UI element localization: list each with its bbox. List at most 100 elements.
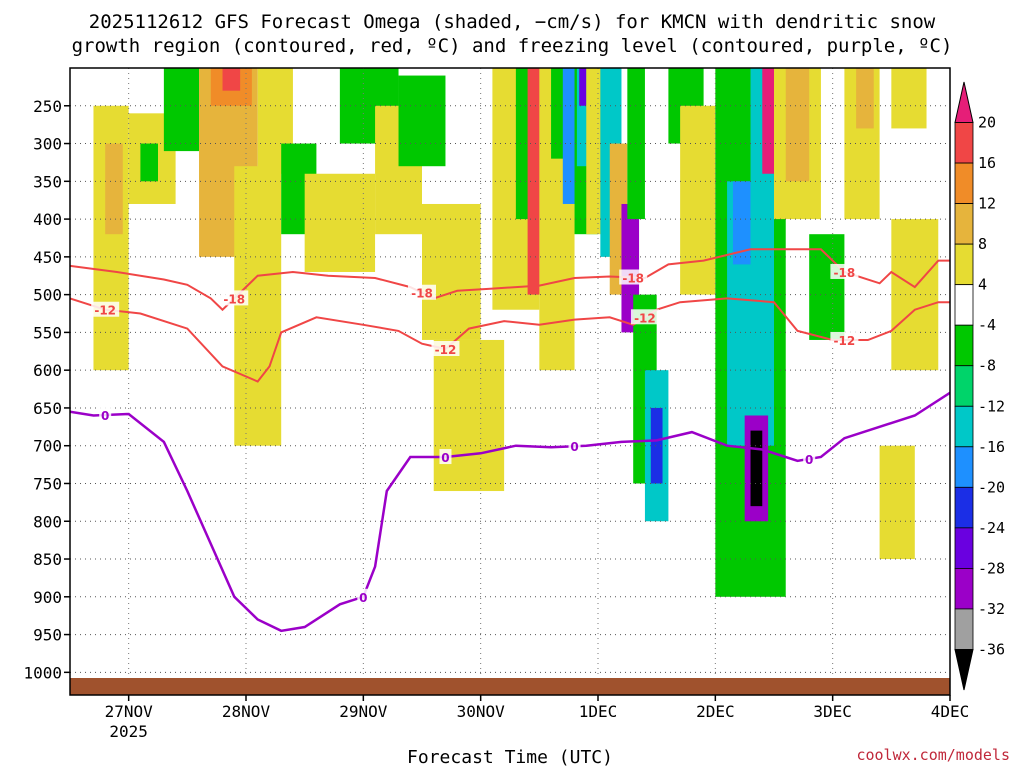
contour-label-t_zero-3: 0 — [570, 440, 578, 454]
contour-label-t_minus18-2: -18 — [622, 272, 644, 286]
y-tick-label-700: 700 — [33, 437, 62, 456]
colorbar-level--4: -4 — [978, 316, 996, 334]
contour-label-bg-t_minus18-3 — [830, 263, 859, 279]
omega-cell-52 — [879, 445, 915, 560]
omega-cell-25 — [576, 68, 589, 167]
colorbar-swatch-10 — [954, 486, 974, 529]
y-tick-label-800: 800 — [33, 512, 62, 531]
y-tick-label-650: 650 — [33, 399, 62, 418]
contour-label-t_zero-1: 0 — [359, 591, 367, 605]
y-tick-label-350: 350 — [33, 172, 62, 191]
colorbar-level--16: -16 — [978, 438, 1005, 456]
colorbar: 20 16 12 8 4 -4 -8 -12 -16 -20 -24 -28 -32 -36 — [954, 81, 1005, 691]
contour-label-t_minus12-3: -12 — [834, 334, 856, 348]
colorbar-swatch-7 — [954, 365, 974, 407]
contour-label-bg-t_zero-4 — [803, 450, 816, 466]
omega-cell-35 — [650, 407, 663, 484]
contour-label-t_minus12-0: -12 — [94, 304, 116, 318]
colorbar-swatch-12 — [954, 568, 974, 610]
omega-cell-32 — [627, 68, 645, 220]
contour-label-t_zero-0: 0 — [101, 409, 109, 423]
contour-label-bg-t_minus18-0 — [220, 290, 249, 306]
x-tick-label-7: 4DEC — [931, 702, 970, 721]
omega-cell-27 — [586, 68, 604, 235]
colorbar-level-20: 20 — [978, 114, 996, 132]
omega-cell-50 — [891, 219, 939, 371]
omega-cell-49 — [856, 68, 874, 129]
contour-label-bg-t_minus12-3 — [830, 331, 859, 347]
colorbar-level--20: -20 — [978, 478, 1005, 496]
colorbar-swatch-13 — [954, 608, 974, 650]
x-tick-label-1: 28NOV — [222, 702, 271, 721]
ground-surface — [70, 678, 950, 695]
contour-label-bg-t_minus12-2 — [630, 309, 659, 325]
omega-cell-4 — [163, 68, 200, 152]
contour-label-t_zero-4: 0 — [805, 453, 813, 467]
x-tick-label-3: 30NOV — [457, 702, 506, 721]
omega-cell-47 — [809, 234, 845, 340]
omega-cell-26 — [579, 68, 587, 106]
colorbar-level-4: 4 — [978, 276, 987, 294]
omega-cell-15 — [398, 75, 446, 167]
colorbar-swatch-3 — [954, 203, 974, 245]
contour-label-bg-t_minus18-2 — [619, 269, 648, 285]
y-tick-label-400: 400 — [33, 210, 62, 229]
contour-label-t_minus18-3: -18 — [834, 266, 856, 280]
chart-title-line-2: growth region (contoured, red, ºC) and f… — [72, 35, 953, 57]
y-tick-label-300: 300 — [33, 135, 62, 154]
colorbar-swatch-4 — [954, 243, 974, 286]
omega-cell-44 — [762, 68, 774, 174]
omega-cell-46 — [785, 68, 810, 182]
colorbar-level--32: -32 — [978, 600, 1005, 618]
chart-title-line-1: 2025112612 GFS Forecast Omega (shaded, −… — [89, 11, 936, 33]
contour-label-t_minus18-1: -18 — [411, 287, 433, 301]
y-tick-label-950: 950 — [33, 626, 62, 645]
x-tick-label-6: 3DEC — [813, 702, 852, 721]
colorbar-swatch-6 — [954, 324, 974, 367]
plot-frame — [69, 67, 951, 696]
colorbar-level-12: 12 — [978, 195, 996, 213]
omega-shading — [93, 68, 939, 597]
contour-label-t_minus12-1: -12 — [435, 343, 457, 357]
colorbar-swatch-2 — [954, 162, 974, 204]
colorbar-swatch-9 — [954, 446, 974, 488]
colorbar-swatch-1 — [954, 122, 974, 164]
colorbar-bottom-arrow — [954, 648, 974, 691]
colorbar-level-16: 16 — [978, 154, 996, 172]
omega-cell-37 — [680, 105, 716, 295]
x-tick-label-0: 27NOV — [105, 702, 154, 721]
x-tick-label-2: 29NOV — [339, 702, 388, 721]
contour-label-bg-t_zero-3 — [568, 438, 581, 454]
x-tick-label-4: 1DEC — [579, 702, 618, 721]
colorbar-level-8: 8 — [978, 235, 987, 253]
contour-label-bg-t_zero-2 — [439, 449, 452, 465]
omega-cell-17 — [433, 339, 505, 492]
x-axis-label: Forecast Time (UTC) — [407, 747, 613, 768]
colorbar-level--12: -12 — [978, 397, 1005, 415]
contour-label-bg-t_zero-1 — [357, 588, 370, 604]
temperature-contours: -18 -18 -18 -18 -12 -12 -12 -12 0 0 0 0 0 — [70, 248, 950, 633]
omega-cell-8 — [222, 68, 241, 91]
credit-text: coolwx.com/models — [856, 746, 1010, 764]
omega-cell-40 — [732, 181, 751, 265]
colorbar-level--24: -24 — [978, 519, 1005, 537]
contour-label-bg-t_minus18-1 — [408, 284, 436, 300]
colorbar-level--36: -36 — [978, 640, 1005, 658]
contour-label-bg-t_minus12-1 — [431, 341, 460, 357]
y-tick-label-500: 500 — [33, 286, 62, 305]
colorbar-top-arrow — [954, 81, 974, 124]
contour-label-bg-t_zero-0 — [99, 406, 112, 422]
omega-cell-1 — [105, 143, 123, 235]
omega-cell-16 — [422, 203, 481, 340]
colorbar-swatch-11 — [954, 527, 974, 569]
y-tick-label-250: 250 — [33, 97, 62, 116]
y-tick-label-900: 900 — [33, 588, 62, 607]
y-tick-label-600: 600 — [33, 361, 62, 380]
colorbar-swatch-8 — [954, 405, 974, 448]
colorbar-level--8: -8 — [978, 357, 996, 375]
y-tick-label-550: 550 — [33, 323, 62, 342]
contour-label-t_minus18-0: -18 — [223, 292, 245, 306]
colorbar-swatch-5 — [954, 284, 974, 326]
